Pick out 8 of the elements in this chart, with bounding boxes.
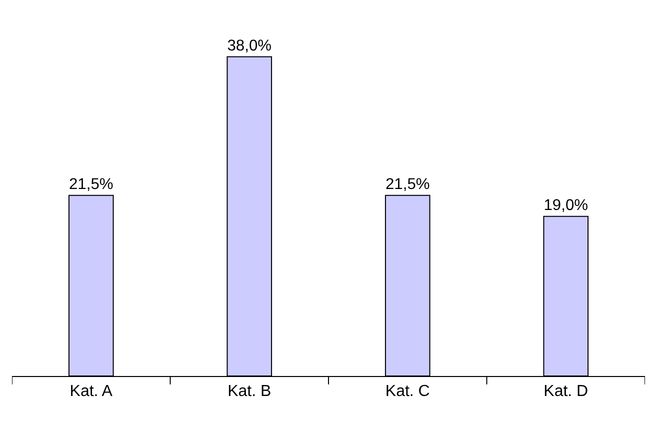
data-label: 21,5% bbox=[385, 176, 430, 193]
data-label: 38,0% bbox=[227, 37, 272, 54]
x-tick-label: Kat. D bbox=[544, 383, 588, 400]
x-tick-label: Kat. B bbox=[228, 383, 272, 400]
data-label: 19,0% bbox=[544, 196, 588, 214]
x-tick-label: Kat. C bbox=[385, 383, 430, 400]
x-tick-label: Kat. A bbox=[70, 383, 113, 400]
data-label: 21,5% bbox=[68, 176, 114, 193]
